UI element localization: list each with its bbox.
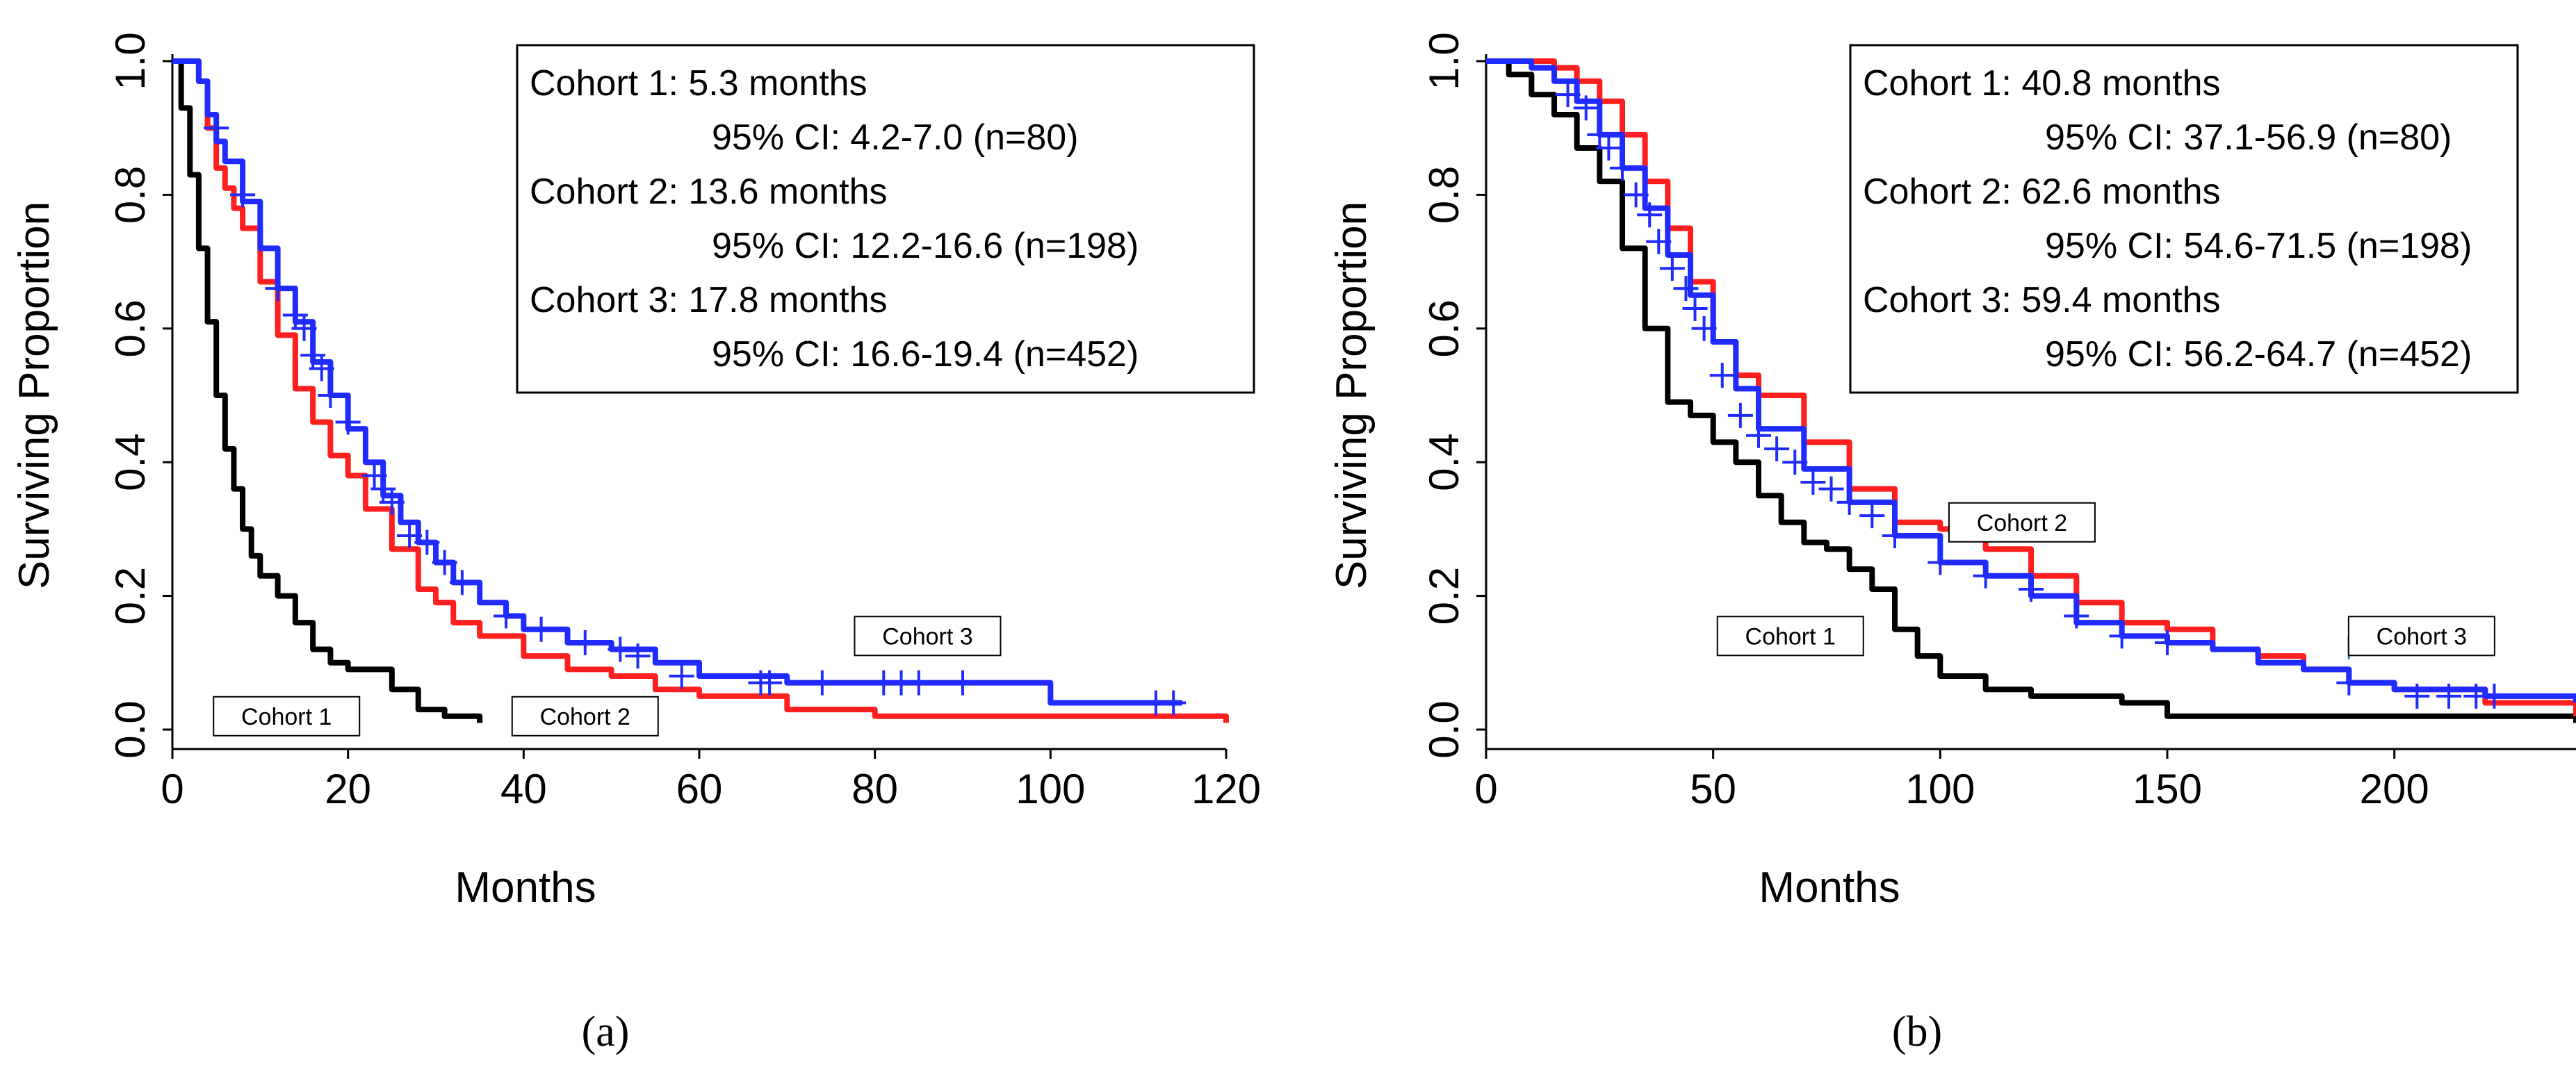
- y-tick-label: 0.4: [1421, 433, 1467, 491]
- legend-line: Cohort 2: 13.6 months: [530, 172, 888, 212]
- callout-box: [213, 696, 361, 737]
- x-tick-label: 40: [500, 766, 547, 812]
- legend-line: Cohort 1: 40.8 months: [1863, 63, 2221, 104]
- legend-line: 95% CI: 4.2-7.0 (n=80): [712, 117, 1079, 158]
- y-axis-title: Surviving Proportion: [10, 202, 58, 589]
- y-tick-label: 0.8: [107, 166, 154, 224]
- x-tick-label: 0: [1474, 766, 1497, 812]
- legend-line: 95% CI: 37.1-56.9 (n=80): [2045, 117, 2452, 158]
- x-tick-label: 80: [851, 766, 898, 812]
- callout-box: [1948, 502, 2096, 543]
- cohort-3-curve: [1486, 58, 2576, 703]
- callout-box: [511, 696, 659, 737]
- y-tick-label: 0.6: [107, 299, 154, 357]
- x-tick-label: 50: [1690, 766, 1736, 812]
- panel-label: (b): [1892, 1008, 1942, 1055]
- callout-label: Cohort 1: [241, 704, 332, 730]
- legend-line: Cohort 1: 5.3 months: [530, 63, 867, 104]
- callout-box: [854, 616, 1002, 657]
- x-tick-label: 150: [2133, 766, 2202, 812]
- legend-line: 95% CI: 16.6-19.4 (n=452): [712, 334, 1139, 375]
- panel-a-chart: 0 20 40 60 80 100 120 0.0 0.2 0.4 0.6 0.8 1.0 Months S…: [10, 32, 1261, 1055]
- x-axis-title: Months: [455, 864, 596, 912]
- y-tick-label: 0.2: [1421, 567, 1467, 625]
- y-tick-label: 0.0: [107, 700, 154, 758]
- legend-line: Cohort 2: 62.6 months: [1863, 172, 2221, 212]
- legend-line: 95% CI: 12.2-16.6 (n=198): [712, 226, 1139, 266]
- y-tick-label: 0.6: [1421, 299, 1467, 357]
- y-axis-title: Surviving Proportion: [1328, 202, 1376, 589]
- x-tick-label: 20: [325, 766, 371, 812]
- x-tick-label: 200: [2360, 766, 2429, 812]
- callout-box: [2347, 616, 2495, 657]
- y-tick-label: 1.0: [107, 32, 154, 90]
- cohort-1-curve: [1486, 58, 2576, 723]
- legend-line: 95% CI: 54.6-71.5 (n=198): [2045, 226, 2472, 266]
- y-tick-label: 0.2: [107, 567, 154, 625]
- x-tick-label: 100: [1016, 766, 1085, 812]
- callout-label: Cohort 2: [1977, 510, 2067, 536]
- y-tick-label: 0.0: [1421, 700, 1467, 758]
- callout-label: Cohort 1: [1745, 623, 1836, 650]
- legend-box: [516, 44, 1255, 394]
- legend-line: Cohort 3: 59.4 months: [1863, 280, 2221, 320]
- x-tick-label: 100: [1905, 766, 1975, 812]
- panel-label: (a): [582, 1008, 630, 1055]
- cohort-3-curve: [172, 58, 1182, 706]
- legend-line: 95% CI: 56.2-64.7 (n=452): [2045, 334, 2472, 375]
- y-tick-label: 1.0: [1421, 32, 1467, 90]
- x-tick-label: 60: [676, 766, 723, 812]
- panel-b-chart: 0 50 100 150 200 0.0 0.2 0.4 0.6 0.8 1.0 Months Surv…: [1328, 32, 2576, 1055]
- x-axis-title: Months: [1759, 864, 1900, 912]
- x-tick-label: 0: [161, 766, 184, 812]
- legend-box: [1849, 44, 2519, 394]
- cohort-1-curve: [172, 58, 483, 723]
- cohort-2-curve: [172, 58, 1229, 723]
- x-tick-label: 120: [1191, 766, 1261, 812]
- callout-label: Cohort 2: [540, 704, 630, 730]
- y-tick-label: 0.4: [107, 433, 154, 491]
- legend-line: Cohort 3: 17.8 months: [530, 280, 888, 320]
- y-tick-label: 0.8: [1421, 166, 1467, 224]
- callout-box: [1716, 616, 1864, 657]
- callout-label: Cohort 3: [882, 623, 972, 650]
- callout-label: Cohort 3: [2377, 623, 2467, 650]
